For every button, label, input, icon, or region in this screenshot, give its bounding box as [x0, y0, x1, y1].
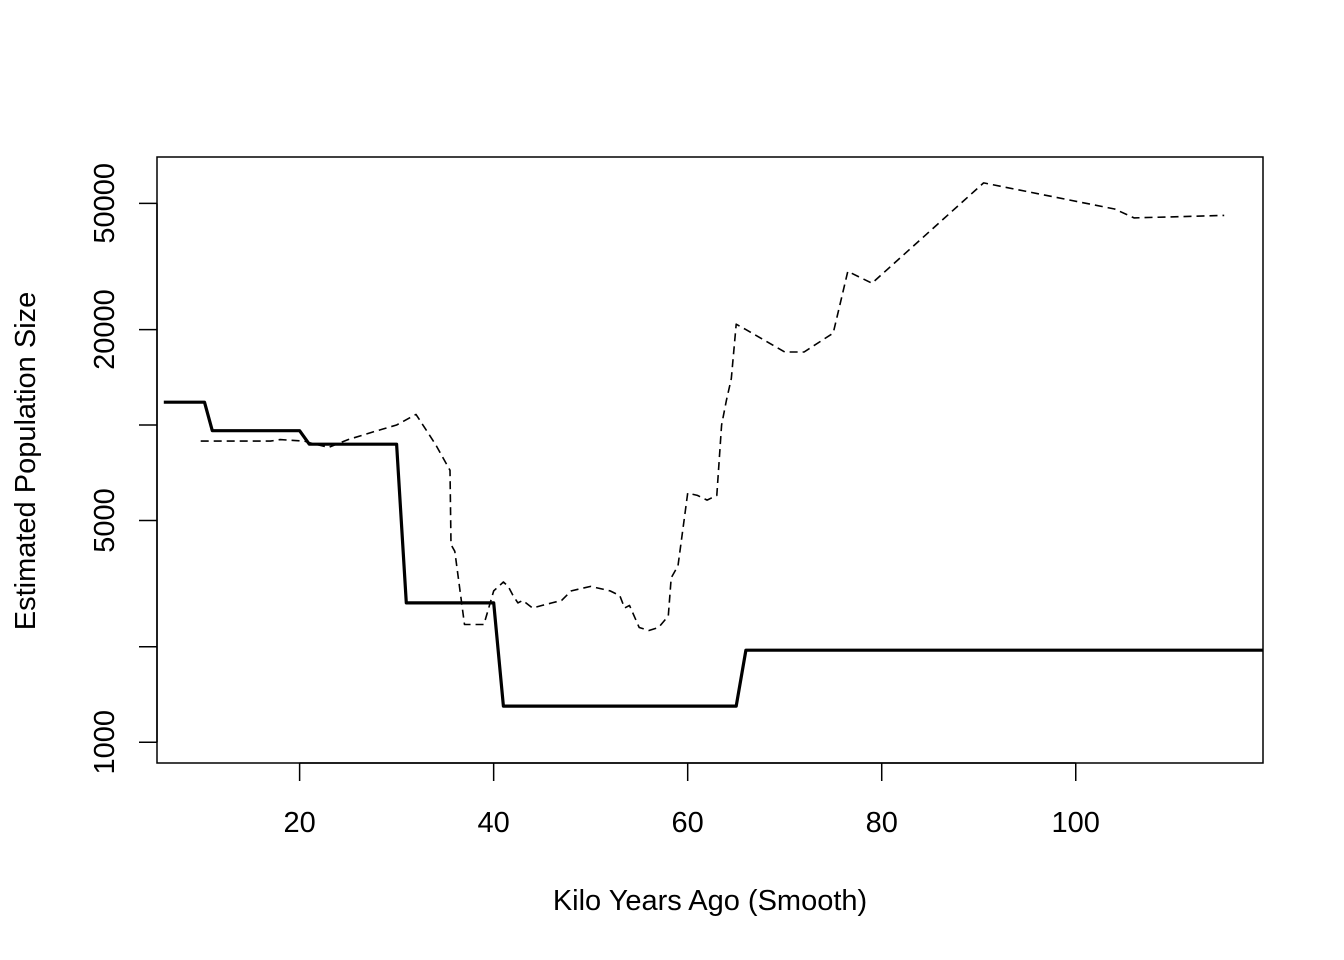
y-tick-label: 1000	[89, 710, 121, 775]
y-axis: 1000 5000 20000 50000	[89, 163, 158, 775]
y-axis-label: Estimated Population Size	[10, 292, 42, 631]
x-tick-label: 40	[478, 807, 510, 839]
series-solid-line	[163, 400, 1263, 708]
x-tick-label: 20	[283, 807, 315, 839]
x-axis: 20 40 60 80 100	[283, 762, 1100, 839]
x-tick-label: 100	[1052, 807, 1100, 839]
y-tick-label: 50000	[89, 163, 121, 244]
y-tick-label: 5000	[89, 488, 121, 553]
y-tick-label: 20000	[89, 289, 121, 370]
x-tick-label: 80	[866, 807, 898, 839]
series-layer	[163, 182, 1263, 708]
x-tick-label: 60	[672, 807, 704, 839]
x-axis-label: Kilo Years Ago (Smooth)	[553, 885, 867, 917]
series-dashed-line	[200, 182, 1225, 632]
